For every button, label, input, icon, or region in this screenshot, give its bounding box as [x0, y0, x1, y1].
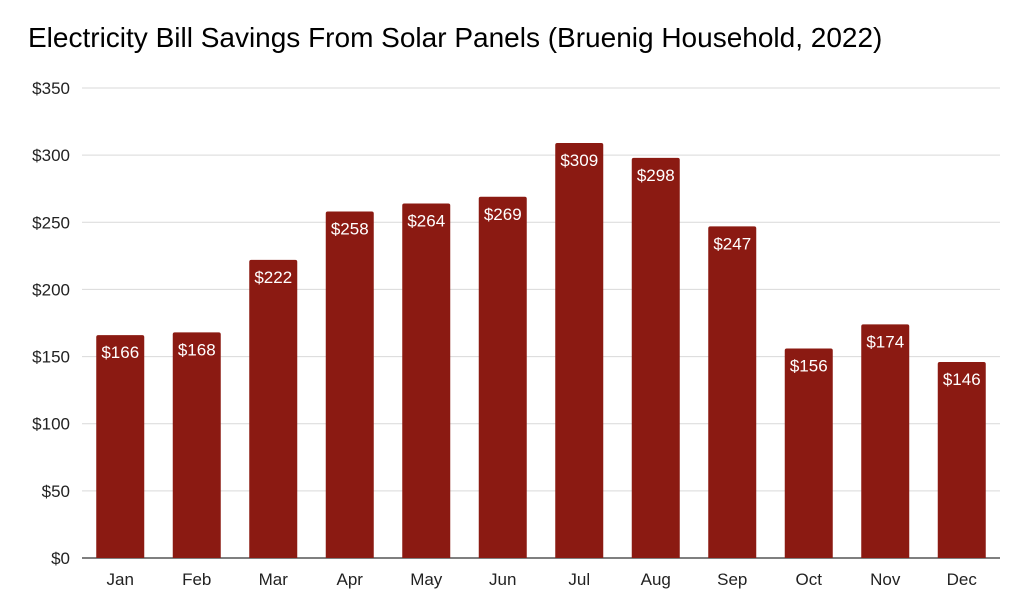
data-label: $156: [790, 357, 828, 376]
x-tick-label: Aug: [641, 570, 671, 589]
y-tick-label: $150: [32, 348, 70, 367]
bar-aug: [631, 157, 680, 559]
y-tick-label: $200: [32, 280, 70, 299]
bar-sep: [708, 226, 757, 559]
y-axis-ticks: $0 $50 $100 $150 $200 $250 $300 $350: [32, 79, 70, 568]
x-tick-label: Oct: [796, 570, 823, 589]
y-tick-label: $350: [32, 79, 70, 98]
bar-jun: [478, 196, 527, 558]
y-tick-label: $100: [32, 415, 70, 434]
y-tick-label: $0: [51, 549, 70, 568]
x-tick-label: Mar: [259, 570, 289, 589]
bar-nov: [861, 324, 910, 558]
bar-feb: [172, 332, 221, 558]
bar-jul: [555, 143, 604, 559]
data-labels: $166 $168 $222 $258 $264 $269 $309 $298 $247 $156…: [101, 151, 980, 389]
data-label: $247: [713, 234, 751, 253]
y-tick-label: $250: [32, 213, 70, 232]
x-tick-label: Jan: [107, 570, 134, 589]
data-label: $258: [331, 220, 369, 239]
data-label: $309: [560, 151, 598, 170]
x-tick-label: Sep: [717, 570, 747, 589]
x-tick-label: Jun: [489, 570, 516, 589]
data-label: $168: [178, 340, 216, 359]
gridlines: [82, 87, 1000, 559]
data-label: $166: [101, 343, 139, 362]
x-axis-ticks: Jan Feb Mar Apr May Jun Jul Aug Sep Oct Nov Dec: [107, 570, 978, 589]
x-tick-label: Jul: [568, 570, 590, 589]
bar-mar: [249, 259, 298, 558]
x-tick-label: Apr: [337, 570, 364, 589]
bar-oct: [784, 348, 833, 558]
bar-jan: [96, 335, 145, 558]
data-label: $264: [407, 211, 445, 230]
x-tick-label: Nov: [870, 570, 901, 589]
y-tick-label: $300: [32, 146, 70, 165]
data-label: $269: [484, 205, 522, 224]
chart-title: Electricity Bill Savings From Solar Pane…: [28, 22, 883, 53]
y-tick-label: $50: [42, 482, 70, 501]
data-label: $146: [943, 370, 981, 389]
bar-dec: [937, 361, 986, 558]
x-tick-label: May: [410, 570, 443, 589]
bar-apr: [325, 211, 374, 559]
data-label: $222: [254, 268, 292, 287]
x-tick-label: Feb: [182, 570, 211, 589]
bar-may: [402, 203, 451, 558]
x-tick-label: Dec: [947, 570, 978, 589]
data-label: $174: [866, 332, 904, 351]
data-label: $298: [637, 166, 675, 185]
bars: [96, 143, 986, 559]
